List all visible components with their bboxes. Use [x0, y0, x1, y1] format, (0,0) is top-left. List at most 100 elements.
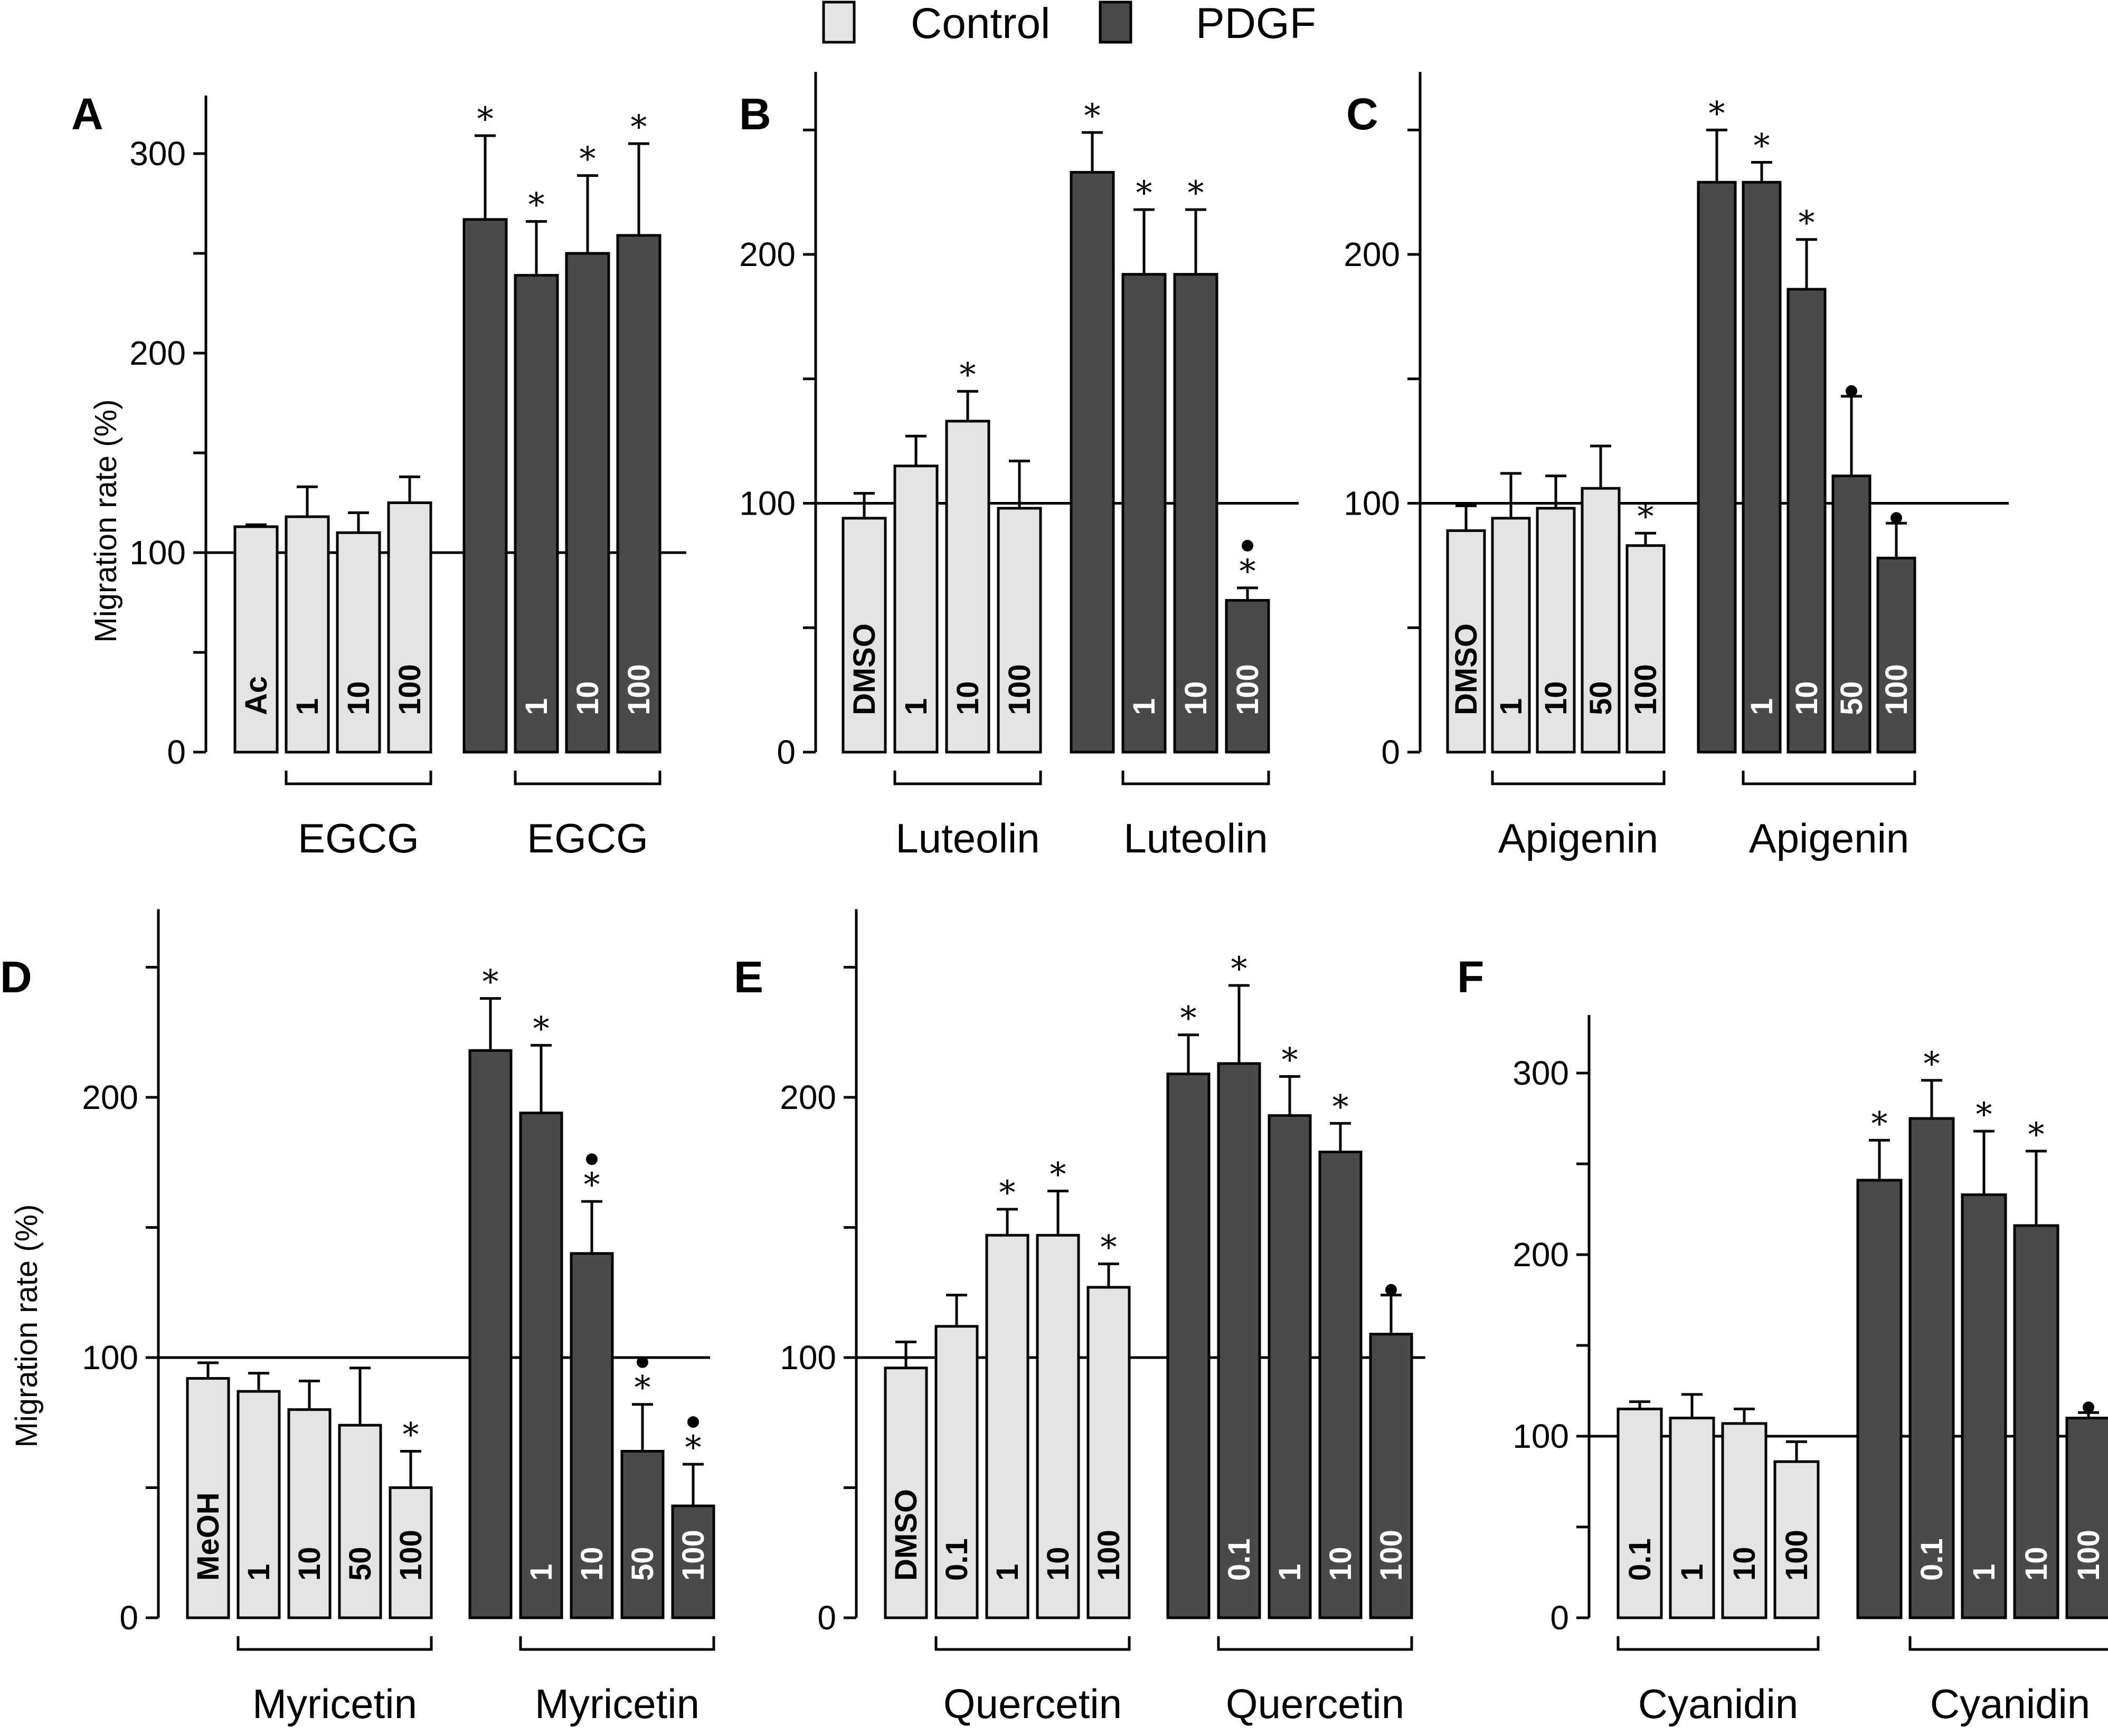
legend: Control PDGF	[822, 0, 1316, 48]
significance-star: *	[1799, 204, 1815, 242]
bar-label: 100	[676, 1530, 711, 1581]
bar	[186, 1377, 230, 1619]
y-tick-label: 100	[82, 1339, 138, 1377]
significance-star: *	[1871, 1104, 1888, 1143]
bar	[1491, 517, 1531, 754]
bar	[285, 515, 330, 754]
bar	[1086, 1286, 1131, 1619]
significance-dot	[1846, 385, 1857, 397]
bar-label: 10	[1179, 681, 1213, 715]
panel-letter: C	[1346, 89, 1378, 139]
bar	[233, 525, 279, 754]
significance-star: *	[631, 108, 647, 146]
bar	[336, 531, 381, 754]
bar-label: Ac	[239, 676, 273, 715]
significance-star: *	[685, 1428, 702, 1467]
bar-label: 1	[899, 698, 933, 715]
significance-star: *	[1638, 497, 1654, 536]
y-tick-label: 200	[1513, 1236, 1569, 1274]
y-tick-label: 200	[739, 235, 796, 273]
bar	[1617, 1407, 1663, 1619]
bar	[1831, 475, 1871, 754]
bar-label: 10	[342, 681, 376, 715]
bar-label: 50	[626, 1547, 660, 1581]
bar	[1876, 556, 1916, 754]
group-bracket	[285, 771, 432, 785]
y-tick-label: 0	[119, 1599, 138, 1637]
significance-star: *	[1754, 127, 1770, 165]
panel-e: E 0 100 200 DMSO 0.1 1 * 10 * 100 * * 0.1 * 1 * 10 * 100 Que…	[734, 909, 1425, 1727]
bar	[1536, 507, 1576, 754]
y-tick-label: 0	[817, 1599, 836, 1637]
bar	[1121, 273, 1167, 754]
panel-f: F 0 100 200 300 0.1 1 10 100 * 0.1 * 1 * 10 * 100 Cyanidi…	[1457, 952, 2108, 1727]
legend-label-control: Control	[911, 0, 1050, 48]
bar-label: 10	[1324, 1547, 1358, 1581]
y-tick-label: 0	[1550, 1599, 1569, 1637]
significance-star: *	[1240, 552, 1256, 591]
bar-label: 10	[1727, 1547, 1762, 1581]
bar	[616, 234, 661, 754]
bar	[387, 501, 432, 754]
y-tick-label: 300	[1513, 1054, 1569, 1092]
bar-label: DMSO	[889, 1489, 923, 1581]
bar-label: 10	[575, 1547, 609, 1581]
y-tick-label: 0	[777, 733, 796, 771]
group-label: Cyanidin	[1930, 1681, 2091, 1727]
bar	[2013, 1224, 2059, 1619]
panel-b: B 0 100 200 DMSO 1 10 * 100 * 1 * 10 * 100 * Luteolin Lut…	[739, 72, 1299, 861]
bar-label: 100	[1092, 1530, 1126, 1581]
significance-star: *	[1136, 174, 1152, 212]
bar-label: 50	[1835, 681, 1869, 715]
bar	[519, 1112, 563, 1619]
bar	[884, 1367, 928, 1619]
bar-label: 1	[1745, 698, 1779, 715]
bar-label: 0.1	[940, 1538, 974, 1581]
bar-label: 1	[524, 1564, 559, 1581]
significance-dot	[1242, 539, 1253, 552]
group-label: Quercetin	[1226, 1681, 1404, 1727]
group-label: Myricetin	[535, 1681, 699, 1727]
y-axis-label: Migration rate (%)	[10, 1204, 44, 1448]
group-bracket	[1742, 771, 1916, 785]
legend-swatch-control	[822, 1, 856, 44]
significance-star: *	[1709, 94, 1725, 132]
significance-star: *	[1050, 1155, 1066, 1193]
significance-star: *	[580, 140, 596, 178]
bar	[1166, 1073, 1211, 1619]
bar-label: 10	[1041, 1547, 1075, 1581]
bar-label: 50	[343, 1547, 377, 1581]
significance-star: *	[533, 1009, 550, 1048]
panel-letter: D	[0, 952, 32, 1002]
significance-star: *	[2028, 1115, 2045, 1154]
bar	[1721, 1422, 1767, 1619]
bar	[1268, 1114, 1312, 1619]
bar	[1225, 599, 1270, 754]
significance-star: *	[528, 186, 545, 224]
bar	[1625, 544, 1666, 754]
bar-label: 100	[1231, 664, 1265, 715]
significance-dot	[586, 1153, 598, 1165]
y-tick-label: 100	[1344, 485, 1400, 523]
bar-label: 100	[394, 1530, 428, 1581]
significance-star: *	[960, 355, 976, 394]
bar	[842, 517, 887, 754]
significance-star: *	[1282, 1041, 1298, 1079]
bar-label: 1	[990, 1564, 1025, 1581]
y-tick-label: 200	[780, 1078, 836, 1116]
significance-star: *	[1332, 1087, 1349, 1126]
bar	[1318, 1151, 1363, 1619]
significance-star: *	[1924, 1045, 1940, 1083]
bar-label: 0.1	[1222, 1538, 1256, 1581]
significance-dot	[687, 1416, 699, 1428]
bar	[985, 1234, 1029, 1619]
bar	[237, 1390, 281, 1619]
bar	[997, 507, 1042, 754]
group-bracket	[1491, 771, 1666, 785]
bar-label: 10	[1539, 681, 1573, 715]
bar-label: 10	[1790, 681, 1824, 715]
bar	[1217, 1062, 1261, 1619]
bar-label: 1	[519, 698, 554, 715]
bar-label: 100	[1879, 664, 1914, 715]
bar-label: 10	[571, 681, 605, 715]
